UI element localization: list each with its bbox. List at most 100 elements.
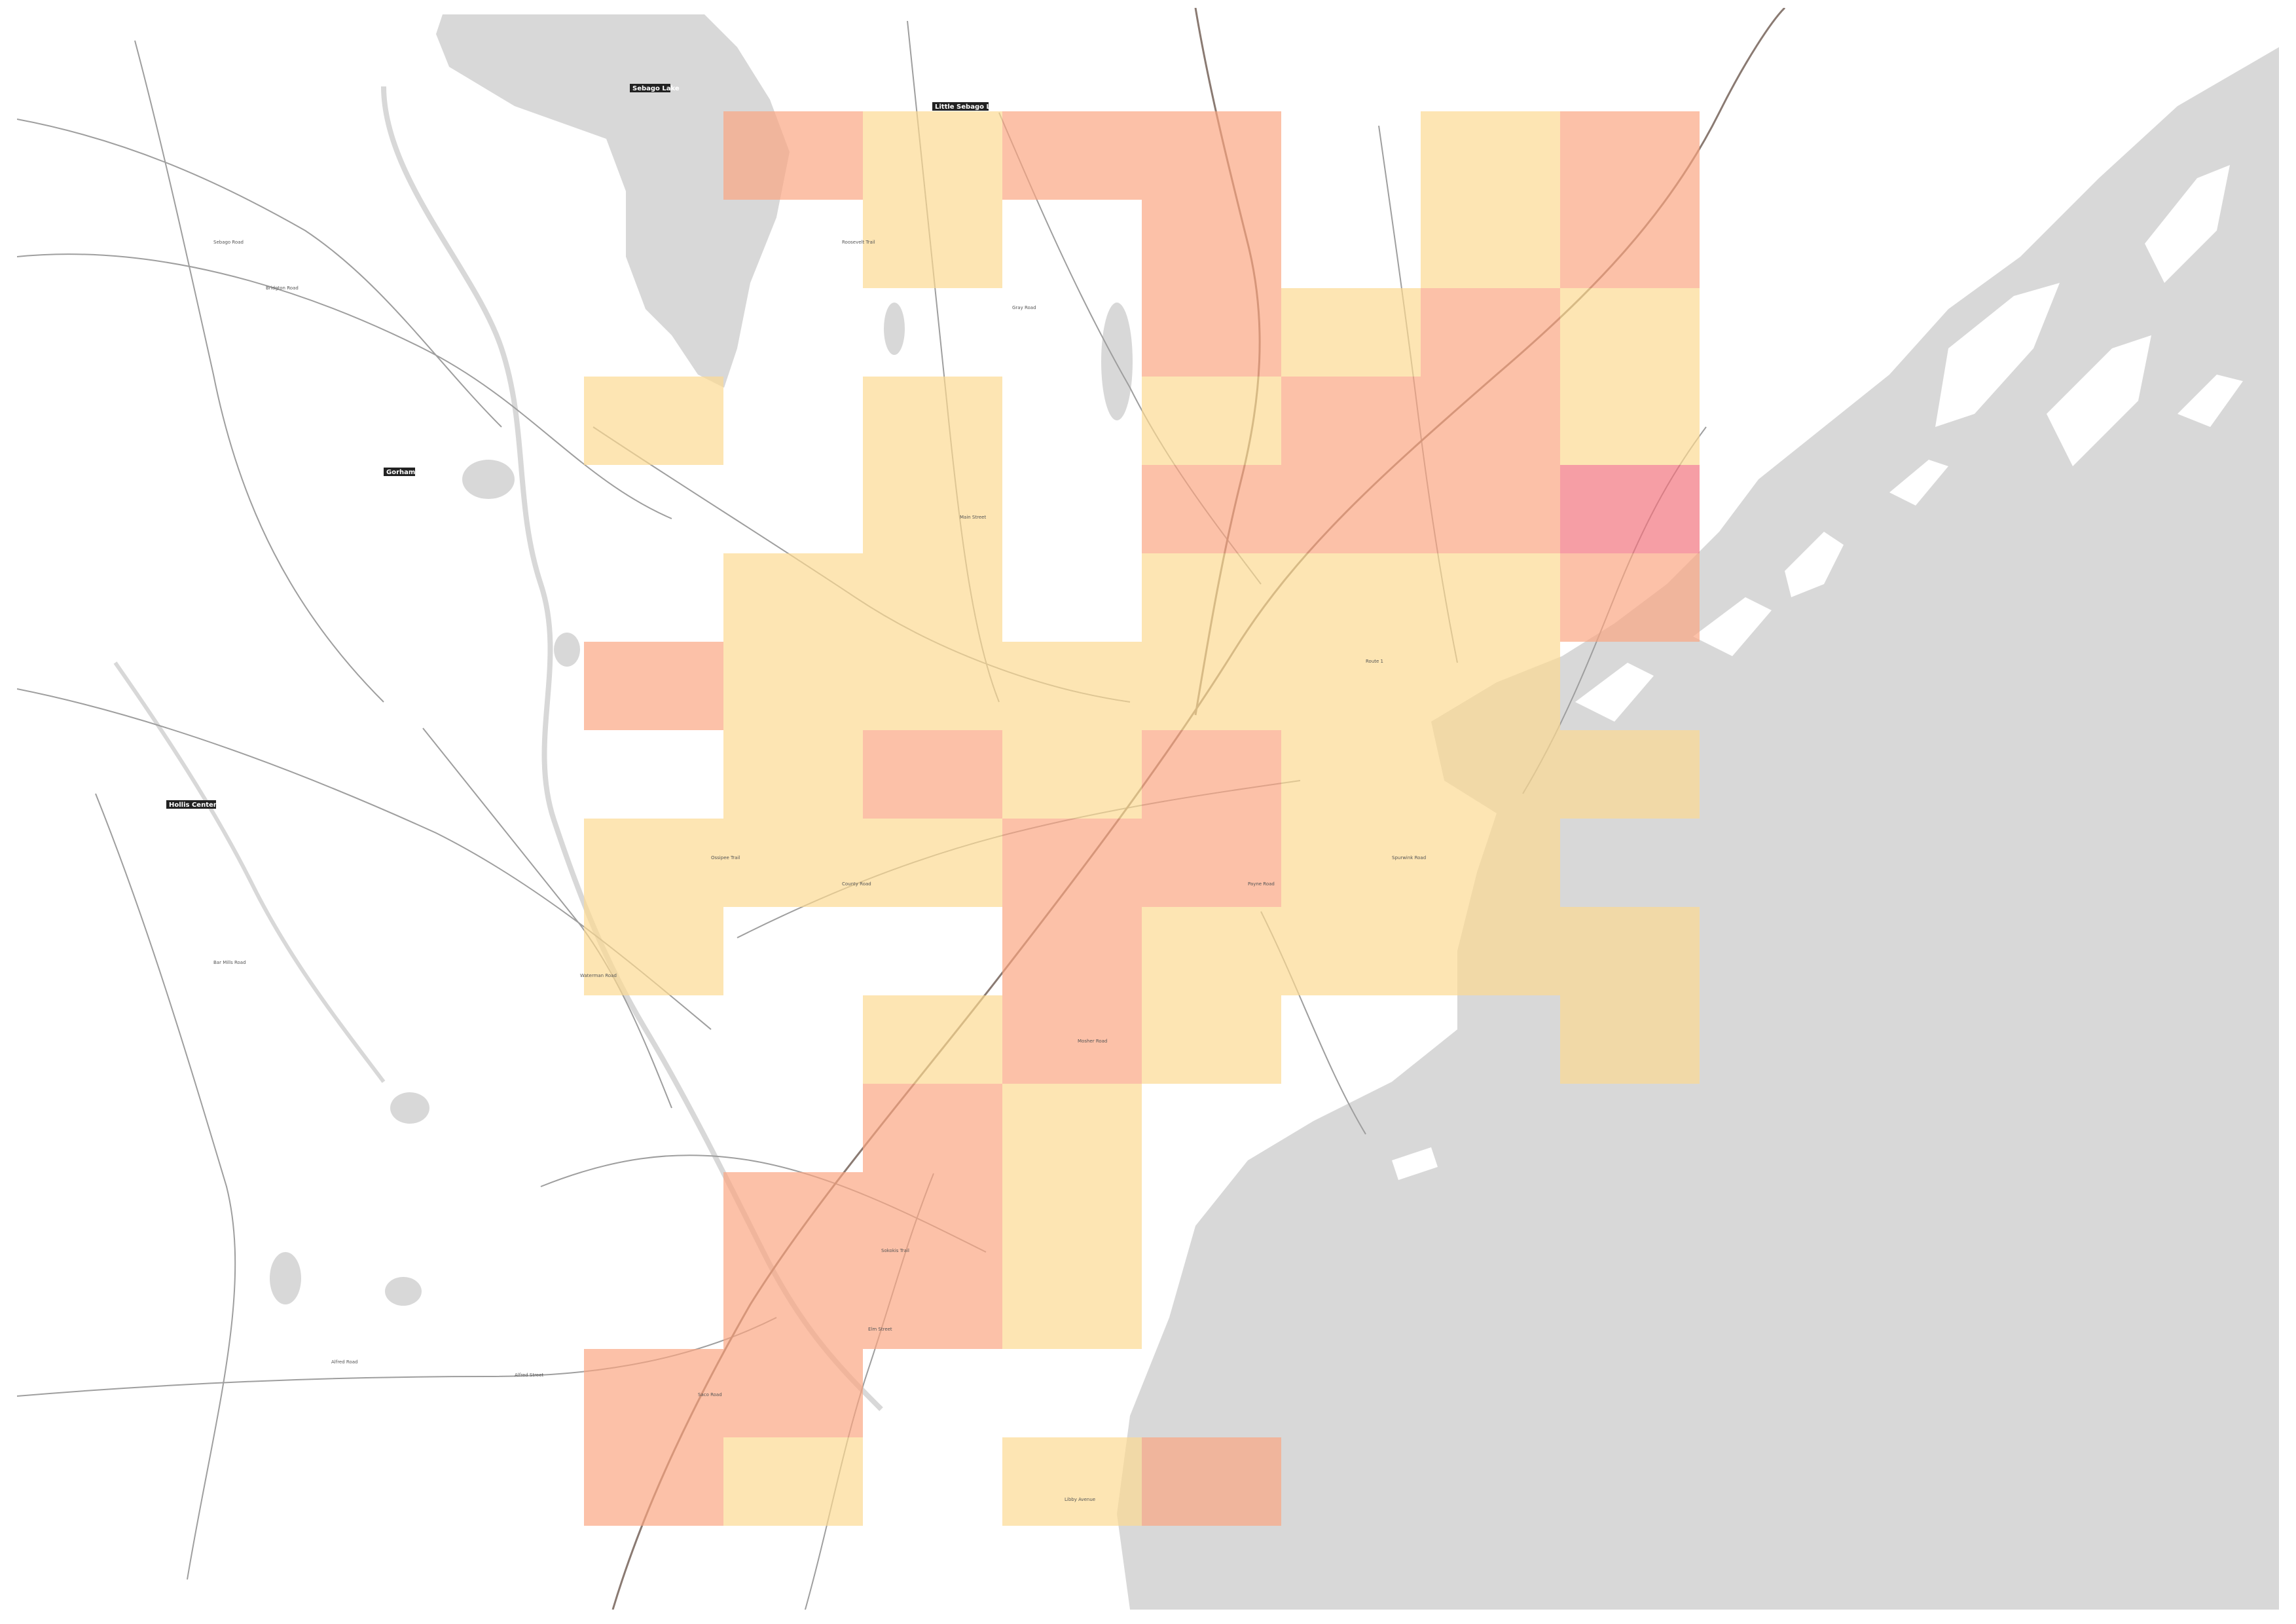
grid-cell-medium[interactable] — [1281, 465, 1421, 553]
grid-cell-low[interactable] — [1281, 553, 1421, 642]
grid-cell-low[interactable] — [863, 819, 1002, 907]
island-6 — [1575, 663, 1654, 722]
grid-cell-low[interactable] — [1281, 642, 1421, 730]
lake-3 — [554, 633, 580, 667]
grid-cell-medium[interactable] — [1421, 288, 1560, 377]
grid-cell-medium[interactable] — [1002, 819, 1142, 907]
grid-cell-medium[interactable] — [584, 1437, 723, 1526]
grid-cell-low[interactable] — [1142, 377, 1281, 465]
grid-cell-medium[interactable] — [1560, 553, 1700, 642]
grid-cell-low[interactable] — [1142, 995, 1281, 1084]
grid-cell-low[interactable] — [1421, 730, 1560, 819]
grid-cell-low[interactable] — [1421, 553, 1560, 642]
grid-cell-low[interactable] — [1421, 111, 1560, 200]
grid-cell-low[interactable] — [1002, 1172, 1142, 1261]
grid-cell-low[interactable] — [1002, 642, 1142, 730]
grid-cell-low[interactable] — [863, 642, 1002, 730]
grid-cell-medium[interactable] — [1281, 377, 1421, 465]
grid-cell-medium[interactable] — [1560, 200, 1700, 288]
lake-5 — [270, 1252, 301, 1304]
grid-cell-medium[interactable] — [1560, 111, 1700, 200]
grid-cell-low[interactable] — [863, 377, 1002, 465]
grid-cell-low[interactable] — [1281, 907, 1421, 995]
grid-cell-low[interactable] — [1142, 642, 1281, 730]
road-label: County Road — [842, 881, 871, 887]
grid-cell-low[interactable] — [863, 995, 1002, 1084]
grid-cell-low[interactable] — [1421, 907, 1560, 995]
place-labels: Sebago Lake Little Sebago Lake Gorham Ho… — [166, 84, 1004, 809]
island-7 — [1889, 460, 1948, 506]
grid-cell-low[interactable] — [723, 730, 863, 819]
grid-cell-medium[interactable] — [1142, 730, 1281, 819]
place-label-bg — [166, 800, 216, 809]
grid-cell-low[interactable] — [863, 465, 1002, 553]
grid-cell-low[interactable] — [1142, 907, 1281, 995]
grid-cell-low[interactable] — [723, 553, 863, 642]
grid-cell-low[interactable] — [1281, 730, 1421, 819]
grid-cell-medium[interactable] — [1142, 465, 1281, 553]
grid-layer[interactable] — [584, 111, 1700, 1526]
road-label: Mosher Road — [1078, 1039, 1107, 1044]
lake-1 — [1101, 303, 1133, 420]
grid-cell-medium[interactable] — [1142, 288, 1281, 377]
grid-cell-low[interactable] — [1560, 907, 1700, 995]
grid-cell-high[interactable] — [1560, 465, 1700, 553]
grid-cell-low[interactable] — [1421, 200, 1560, 288]
grid-cell-medium[interactable] — [723, 1172, 863, 1261]
grid-cell-medium[interactable] — [1002, 111, 1142, 200]
grid-cell-low[interactable] — [1002, 1261, 1142, 1349]
map-svg[interactable]: Sebago Lake Little Sebago Lake Gorham Ho… — [17, 8, 2279, 1610]
grid-cell-medium[interactable] — [863, 730, 1002, 819]
island-2 — [2047, 335, 2151, 466]
grid-cell-low[interactable] — [1281, 819, 1421, 907]
grid-cell-low[interactable] — [584, 907, 723, 995]
road-label: Gray Road — [1012, 305, 1036, 310]
grid-cell-low[interactable] — [723, 642, 863, 730]
map-frame[interactable]: Sebago Lake Little Sebago Lake Gorham Ho… — [17, 8, 2279, 1610]
grid-cell-low[interactable] — [1142, 553, 1281, 642]
grid-cell-medium[interactable] — [723, 111, 863, 200]
grid-cell-medium[interactable] — [863, 1172, 1002, 1261]
grid-cell-low[interactable] — [1421, 642, 1560, 730]
grid-cell-low[interactable] — [1002, 1437, 1142, 1526]
grid-cell-low[interactable] — [1560, 377, 1700, 465]
grid-cell-low[interactable] — [1002, 730, 1142, 819]
grid-cell-low[interactable] — [1560, 995, 1700, 1084]
grid-cell-medium[interactable] — [1142, 200, 1281, 288]
place-label-bg — [630, 84, 670, 92]
grid-cell-low[interactable] — [1002, 1084, 1142, 1172]
grid-cell-medium[interactable] — [1002, 995, 1142, 1084]
grid-cell-medium[interactable] — [863, 1084, 1002, 1172]
grid-cell-low[interactable] — [723, 1437, 863, 1526]
grid-cell-medium[interactable] — [723, 1261, 863, 1349]
grid-cell-medium[interactable] — [1421, 377, 1560, 465]
grid-cell-medium[interactable] — [584, 1349, 723, 1437]
grid-cell-medium[interactable] — [1421, 465, 1560, 553]
grid-cell-medium[interactable] — [863, 1261, 1002, 1349]
place-label: Little Sebago Lake — [935, 103, 1004, 111]
grid-cell-low[interactable] — [863, 553, 1002, 642]
grid-cell-medium[interactable] — [584, 642, 723, 730]
grid-cell-low[interactable] — [1421, 819, 1560, 907]
place-label-bg — [932, 102, 989, 111]
grid-cell-medium[interactable] — [1142, 111, 1281, 200]
road-1 — [17, 253, 672, 519]
grid-cell-medium[interactable] — [1142, 1437, 1281, 1526]
grid-cell-low[interactable] — [584, 377, 723, 465]
grid-cell-low[interactable] — [584, 819, 723, 907]
grid-cell-medium[interactable] — [723, 1349, 863, 1437]
ocean — [1117, 47, 2279, 1610]
grid-cell-low[interactable] — [1281, 288, 1421, 377]
grid-cell-low[interactable] — [1560, 730, 1700, 819]
grid-cell-medium[interactable] — [1002, 907, 1142, 995]
place-label-bg — [384, 468, 415, 476]
grid-cell-low[interactable] — [723, 819, 863, 907]
road-label: Ossipee Trail — [711, 855, 740, 860]
grid-cell-low[interactable] — [863, 111, 1002, 200]
grid-cell-low[interactable] — [863, 200, 1002, 288]
grid-cell-low[interactable] — [1560, 288, 1700, 377]
road-3 — [134, 40, 384, 703]
road-label: Roosevelt Trail — [842, 240, 875, 245]
grid-cell-medium[interactable] — [1142, 819, 1281, 907]
